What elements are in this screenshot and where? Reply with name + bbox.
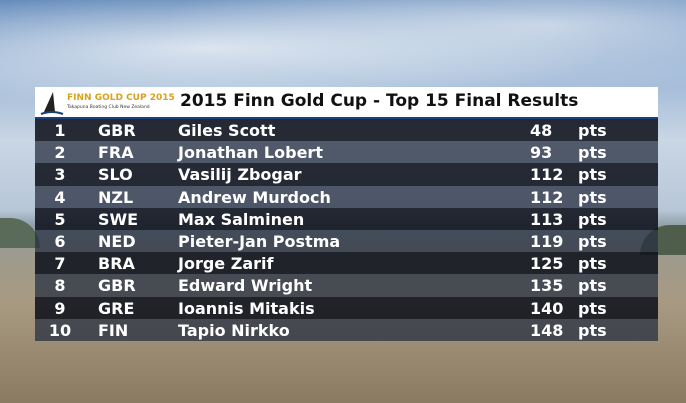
logo-title: FINN GOLD CUP 2015 — [67, 93, 175, 103]
points-unit: pts — [578, 276, 607, 296]
result-row: 6 NED Pieter-Jan Postma 119 pts — [35, 229, 658, 253]
header: FINN GOLD CUP 2015 Takapuna Boating Club… — [35, 87, 658, 119]
sailor-name: Ioannis Mitakis — [178, 298, 315, 318]
points: 48 — [530, 121, 553, 140]
country: GRE — [98, 298, 135, 318]
country: GBR — [98, 121, 136, 140]
points-unit: pts — [578, 231, 607, 251]
points: 119 — [530, 231, 564, 251]
sailor-name: Jonathan Lobert — [178, 143, 323, 163]
results-panel: FINN GOLD CUP 2015 Takapuna Boating Club… — [35, 87, 658, 341]
rank: 8 — [54, 276, 66, 296]
rank: 9 — [54, 298, 66, 318]
sailor-name: Tapio Nirkko — [178, 320, 290, 340]
country: BRA — [98, 254, 135, 274]
points-unit: pts — [578, 143, 607, 163]
points-unit: pts — [578, 209, 607, 229]
points-unit: pts — [578, 165, 607, 185]
results-table: 1 GBR Giles Scott 48 pts 2 FRA Jonathan Lobert 9… — [35, 119, 658, 341]
result-row: 2 FRA Jonathan Lobert 93 pts — [35, 141, 658, 164]
points-unit: pts — [578, 187, 607, 207]
points-unit: pts — [578, 320, 607, 340]
points-unit: pts — [578, 121, 607, 140]
result-row: 8 GBR Edward Wright 135 pts — [35, 274, 658, 297]
rank: 7 — [54, 254, 66, 274]
country: SWE — [98, 209, 139, 229]
points: 112 — [530, 165, 564, 185]
result-row: 5 SWE Max Salminen 113 pts — [35, 207, 658, 230]
title: 2015 Finn Gold Cup - Top 15 Final Result… — [180, 91, 579, 111]
rank: 6 — [54, 231, 66, 251]
country: FIN — [98, 320, 129, 340]
points: 113 — [530, 209, 564, 229]
sailor-name: Pieter-Jan Postma — [178, 231, 341, 251]
country: SLO — [98, 165, 133, 185]
sailor-name: Edward Wright — [178, 276, 313, 296]
result-row: 4 NZL Andrew Murdoch 112 pts — [35, 185, 658, 208]
points: 112 — [530, 187, 564, 207]
rank: 10 — [48, 320, 72, 340]
points-unit: pts — [578, 254, 607, 274]
result-row: 9 GRE Ioannis Mitakis 140 pts — [35, 296, 658, 319]
country: GBR — [98, 276, 136, 296]
rank: 2 — [54, 143, 66, 163]
result-row: 1 GBR Giles Scott 48 pts — [35, 119, 658, 142]
points: 148 — [530, 320, 564, 340]
points: 93 — [530, 143, 553, 163]
country: NED — [98, 231, 136, 251]
sailor-name: Giles Scott — [178, 121, 276, 140]
logo: FINN GOLD CUP 2015 Takapuna Boating Club… — [39, 90, 175, 116]
rank: 4 — [54, 187, 66, 207]
points: 125 — [530, 254, 564, 274]
rank: 1 — [54, 121, 66, 140]
hill — [0, 218, 40, 248]
result-row: 10 FIN Tapio Nirkko 148 pts — [35, 318, 658, 341]
points: 140 — [530, 298, 564, 318]
result-row: 3 SLO Vasilij Zbogar 112 pts — [35, 163, 658, 186]
result-row: 7 BRA Jorge Zarif 125 pts — [35, 252, 658, 275]
sailor-name: Andrew Murdoch — [178, 187, 331, 207]
sailor-name: Max Salminen — [178, 209, 305, 229]
logo-sail — [40, 92, 64, 115]
sailor-name: Vasilij Zbogar — [178, 165, 302, 185]
rank: 5 — [54, 209, 66, 229]
country: FRA — [98, 143, 134, 163]
logo-subtitle: Takapuna Boating Club New Zealand — [67, 105, 150, 110]
points: 135 — [530, 276, 564, 296]
points-unit: pts — [578, 298, 607, 318]
sailor-name: Jorge Zarif — [178, 254, 274, 274]
rank: 3 — [54, 165, 66, 185]
country: NZL — [98, 187, 134, 207]
